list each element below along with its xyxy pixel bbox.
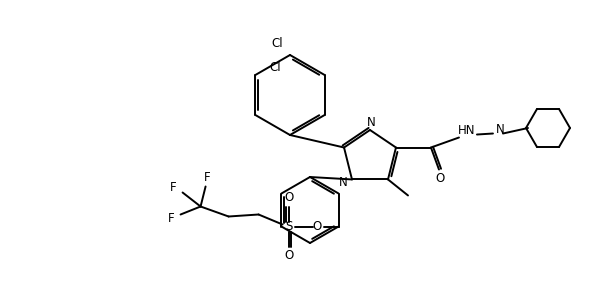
Text: HN: HN <box>458 124 476 137</box>
Text: O: O <box>284 249 293 262</box>
Text: O: O <box>435 172 444 185</box>
Text: F: F <box>168 212 175 225</box>
Text: S: S <box>285 220 292 233</box>
Text: F: F <box>170 181 177 194</box>
Text: N: N <box>338 176 347 189</box>
Text: Cl: Cl <box>271 37 283 49</box>
Text: O: O <box>312 220 321 233</box>
Text: Cl: Cl <box>270 60 281 74</box>
Text: N: N <box>496 123 504 136</box>
Text: N: N <box>367 116 376 128</box>
Text: F: F <box>205 171 211 184</box>
Text: O: O <box>284 191 293 204</box>
